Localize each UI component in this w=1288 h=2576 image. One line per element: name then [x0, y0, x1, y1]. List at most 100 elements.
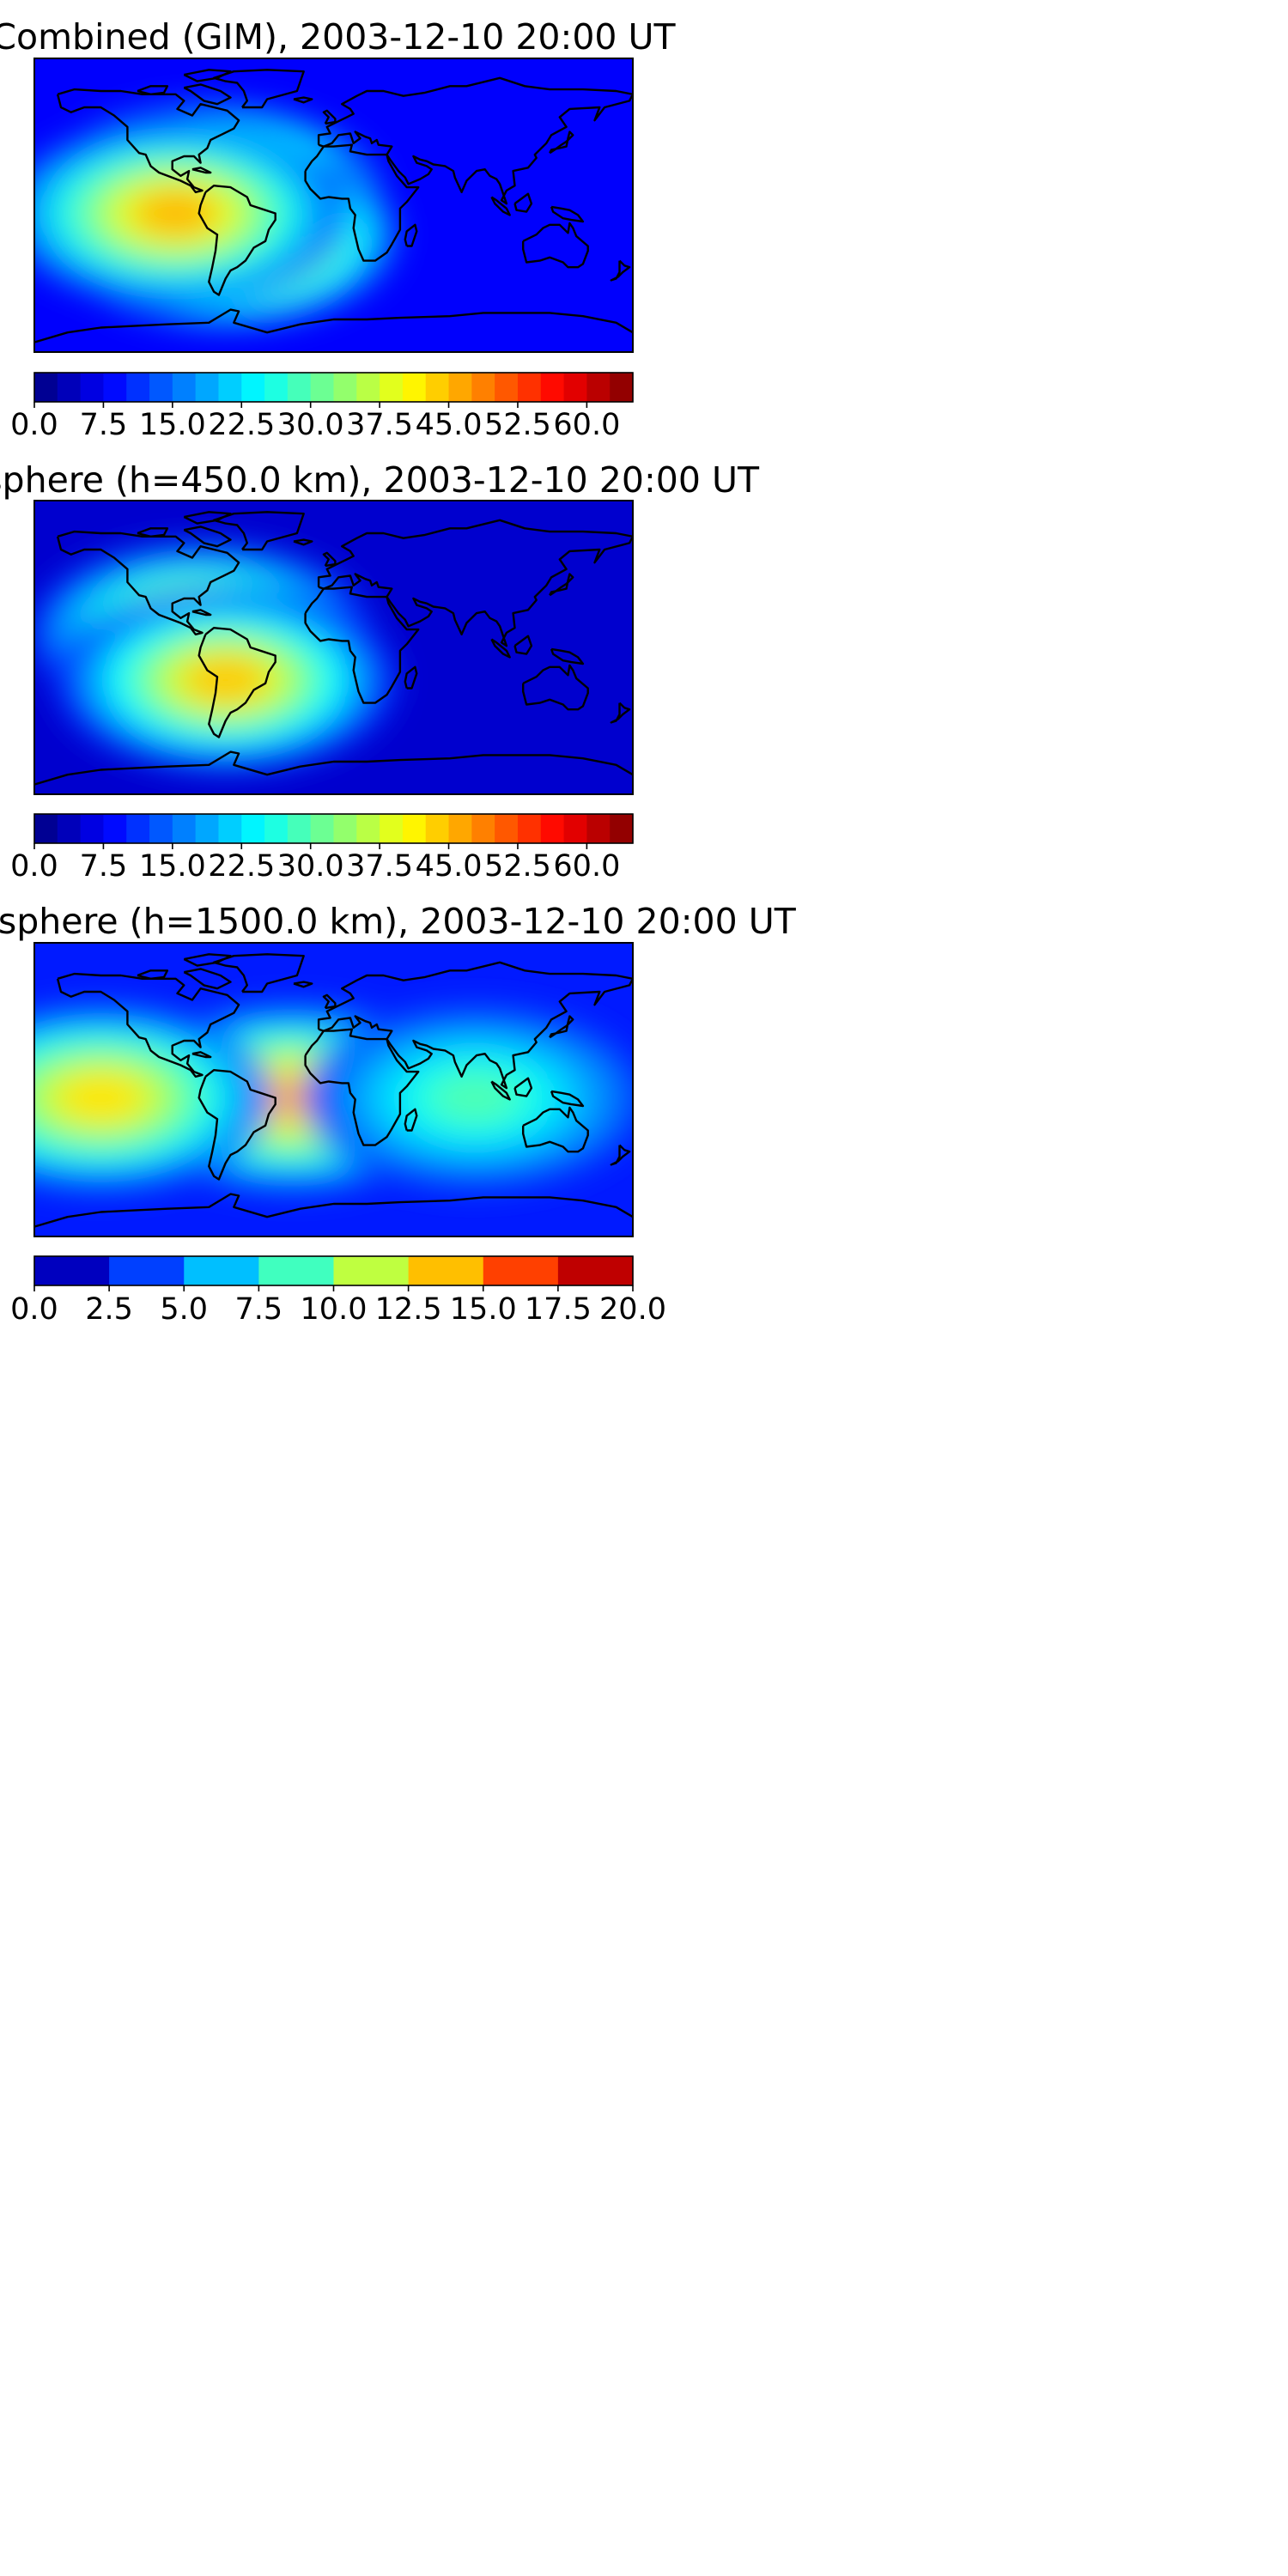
panel-3-colorbar-bin-1 — [34, 1256, 110, 1285]
panel-3-colorbar-bin-3 — [184, 1256, 259, 1285]
panel-3-colorbar-bin-8 — [557, 1256, 634, 1285]
panel-3-colorbar-bin-7 — [483, 1256, 559, 1285]
panel-3-coast-greenland — [212, 953, 305, 993]
panel-1: Combined (GIM), 2003-12-10 20:00 UT 0.0 7.… — [0, 16, 677, 442]
panel-1-colorbar-bin-12 — [287, 373, 312, 402]
panel-1-coast-greenland — [212, 69, 305, 109]
panel-2: Ionosphere (h=450.0 km), 2003-12-10 20:0… — [0, 459, 760, 884]
panel-2-coast-great-britain — [322, 551, 337, 568]
panel-1-colorbar-tick-3: 15.0 — [139, 408, 206, 442]
panel-2-colorbar-bin-18 — [425, 814, 450, 843]
panel-1-colorbar-bin-7 — [172, 373, 197, 402]
panel-1-colorbar-bin-22 — [517, 373, 542, 402]
panel-1-colorbar-bin-24 — [563, 373, 587, 402]
panel-1-coast-south-america — [197, 184, 276, 296]
panel-2-coast-victoria-island — [137, 527, 169, 538]
panel-2-colorbar-bin-4 — [103, 814, 127, 843]
panel-2-colorbar-bin-24 — [563, 814, 587, 843]
panel-3-colorbar-bin-4 — [258, 1256, 335, 1285]
panel-3-coast-japan — [549, 1015, 574, 1039]
panel-1-coast-japan — [549, 131, 574, 155]
panel-1-coast-ellesmere-island — [183, 69, 232, 82]
panel-3-colorbar-tick-3: 5.0 — [160, 1292, 208, 1327]
panel-2-colorbar-bin-5 — [126, 814, 150, 843]
panel-2-colorbar-frame — [33, 813, 634, 844]
panel-2-colorbar-tick-5: 30.0 — [277, 849, 344, 884]
panel-3-colorbar-bin-6 — [408, 1256, 484, 1285]
panel-1-colorbar-bin-23 — [540, 373, 565, 402]
panel-3-coast-great-britain — [322, 993, 337, 1010]
panel-2-coast-south-america — [197, 627, 276, 738]
panel-2-coast-japan — [549, 573, 574, 597]
panel-3-colorbar-tick-6: 12.5 — [375, 1292, 442, 1327]
panel-2-peak-2-ring-6 — [182, 656, 269, 704]
panel-1-coast-sumatra — [490, 196, 511, 216]
panel-3-coastlines — [34, 953, 633, 1228]
panel-3-coast-borneo — [513, 1077, 533, 1097]
panel-2-colorbar-bin-26 — [610, 814, 634, 843]
panel-1-colorbar-tick-1: 0.0 — [10, 408, 58, 442]
panel-2-coast-new-guinea — [550, 647, 585, 665]
panel-1-coast-australia — [522, 222, 589, 269]
panel-1-coast-baffin-island — [183, 83, 232, 106]
panel-2-colorbar-tick-8: 52.5 — [484, 849, 551, 884]
panel-2-coast-cuba — [191, 609, 212, 617]
panel-1-colorbar-tick-7: 45.0 — [416, 408, 483, 442]
panel-2-colorbar-bin-9 — [218, 814, 242, 843]
panel-1-title: Combined (GIM), 2003-12-10 20:00 UT — [0, 16, 677, 58]
panel-1-colorbar-bin-17 — [402, 373, 427, 402]
panel-1-colorbar-bin-6 — [149, 373, 173, 402]
panel-1-colorbar-bin-10 — [241, 373, 265, 402]
panel-3-colorbar-bin-5 — [333, 1256, 410, 1285]
panel-2-colorbar-bin-6 — [149, 814, 173, 843]
panel-1-coast-eurasia — [317, 76, 633, 205]
panel-1-colorbar-tick-8: 52.5 — [484, 408, 551, 442]
panel-3-field — [34, 943, 633, 1236]
panel-1-field — [34, 58, 633, 352]
panel-1-coast-cuba — [191, 167, 212, 174]
panel-2-colorbar-bin-14 — [333, 814, 357, 843]
panel-1-colorbar-bin-4 — [103, 373, 127, 402]
panel-1-coast-north-america — [56, 88, 240, 194]
panel-3-coast-eurasia — [317, 961, 633, 1090]
panel-2-colorbar-bin-13 — [310, 814, 335, 843]
panel-3-colorbar-tick-4: 7.5 — [235, 1292, 283, 1327]
panel-2-coast-new-zealand — [610, 702, 631, 724]
panel-3-coast-new-zealand — [610, 1144, 631, 1166]
panel-1-frame — [33, 58, 634, 353]
panel-2-coast-borneo — [513, 635, 533, 655]
panel-3-colorbar-tick-1: 0.0 — [10, 1292, 58, 1327]
panel-2-coast-madagascar — [404, 665, 418, 690]
panel-1-colorbar-bin-15 — [356, 373, 380, 402]
panel-1-colorbar-bin-9 — [218, 373, 242, 402]
panel-3: Plasmasphere (h=1500.0 km), 2003-12-10 2… — [0, 901, 797, 1327]
panel-3-coast-south-america — [197, 1068, 276, 1181]
panel-1-colorbar-tick-9: 60.0 — [553, 408, 620, 442]
panel-3-coast-iceland — [293, 981, 313, 988]
panel-2-colorbar-bin-3 — [80, 814, 105, 843]
panel-1-coast-iceland — [293, 96, 313, 104]
panel-2-colorbar-bin-16 — [380, 814, 404, 843]
panel-2-colorbar-tick-4: 22.5 — [208, 849, 275, 884]
panel-2-coast-greenland — [212, 511, 305, 551]
panel-3-coast-sumatra — [490, 1080, 511, 1101]
panel-2-field — [34, 501, 633, 794]
panel-3-frame — [33, 942, 634, 1237]
panel-2-colorbar-bin-8 — [195, 814, 220, 843]
panel-3-coast-ellesmere-island — [183, 953, 232, 967]
panel-1-colorbar-bin-11 — [264, 373, 289, 402]
panel-1-coast-new-zealand — [610, 259, 631, 282]
panel-2-coast-sumatra — [490, 638, 511, 659]
panel-1-coast-new-guinea — [550, 205, 585, 223]
panel-1-peak-3-ring-6 — [132, 189, 219, 238]
panel-3-coast-cuba — [191, 1051, 212, 1059]
panel-3-colorbar-tick-8: 17.5 — [525, 1292, 592, 1327]
panel-3-title: Plasmasphere (h=1500.0 km), 2003-12-10 2… — [0, 901, 797, 942]
panel-2-colorbar-bin-2 — [57, 814, 82, 843]
panel-2-colorbar-tick-9: 60.0 — [553, 849, 620, 884]
panel-1-colorbar-frame — [33, 372, 634, 403]
panel-1-colorbar-bin-20 — [471, 373, 495, 402]
panel-1-colorbar-tick-4: 22.5 — [208, 408, 275, 442]
panel-1-colorbar-bin-5 — [126, 373, 150, 402]
